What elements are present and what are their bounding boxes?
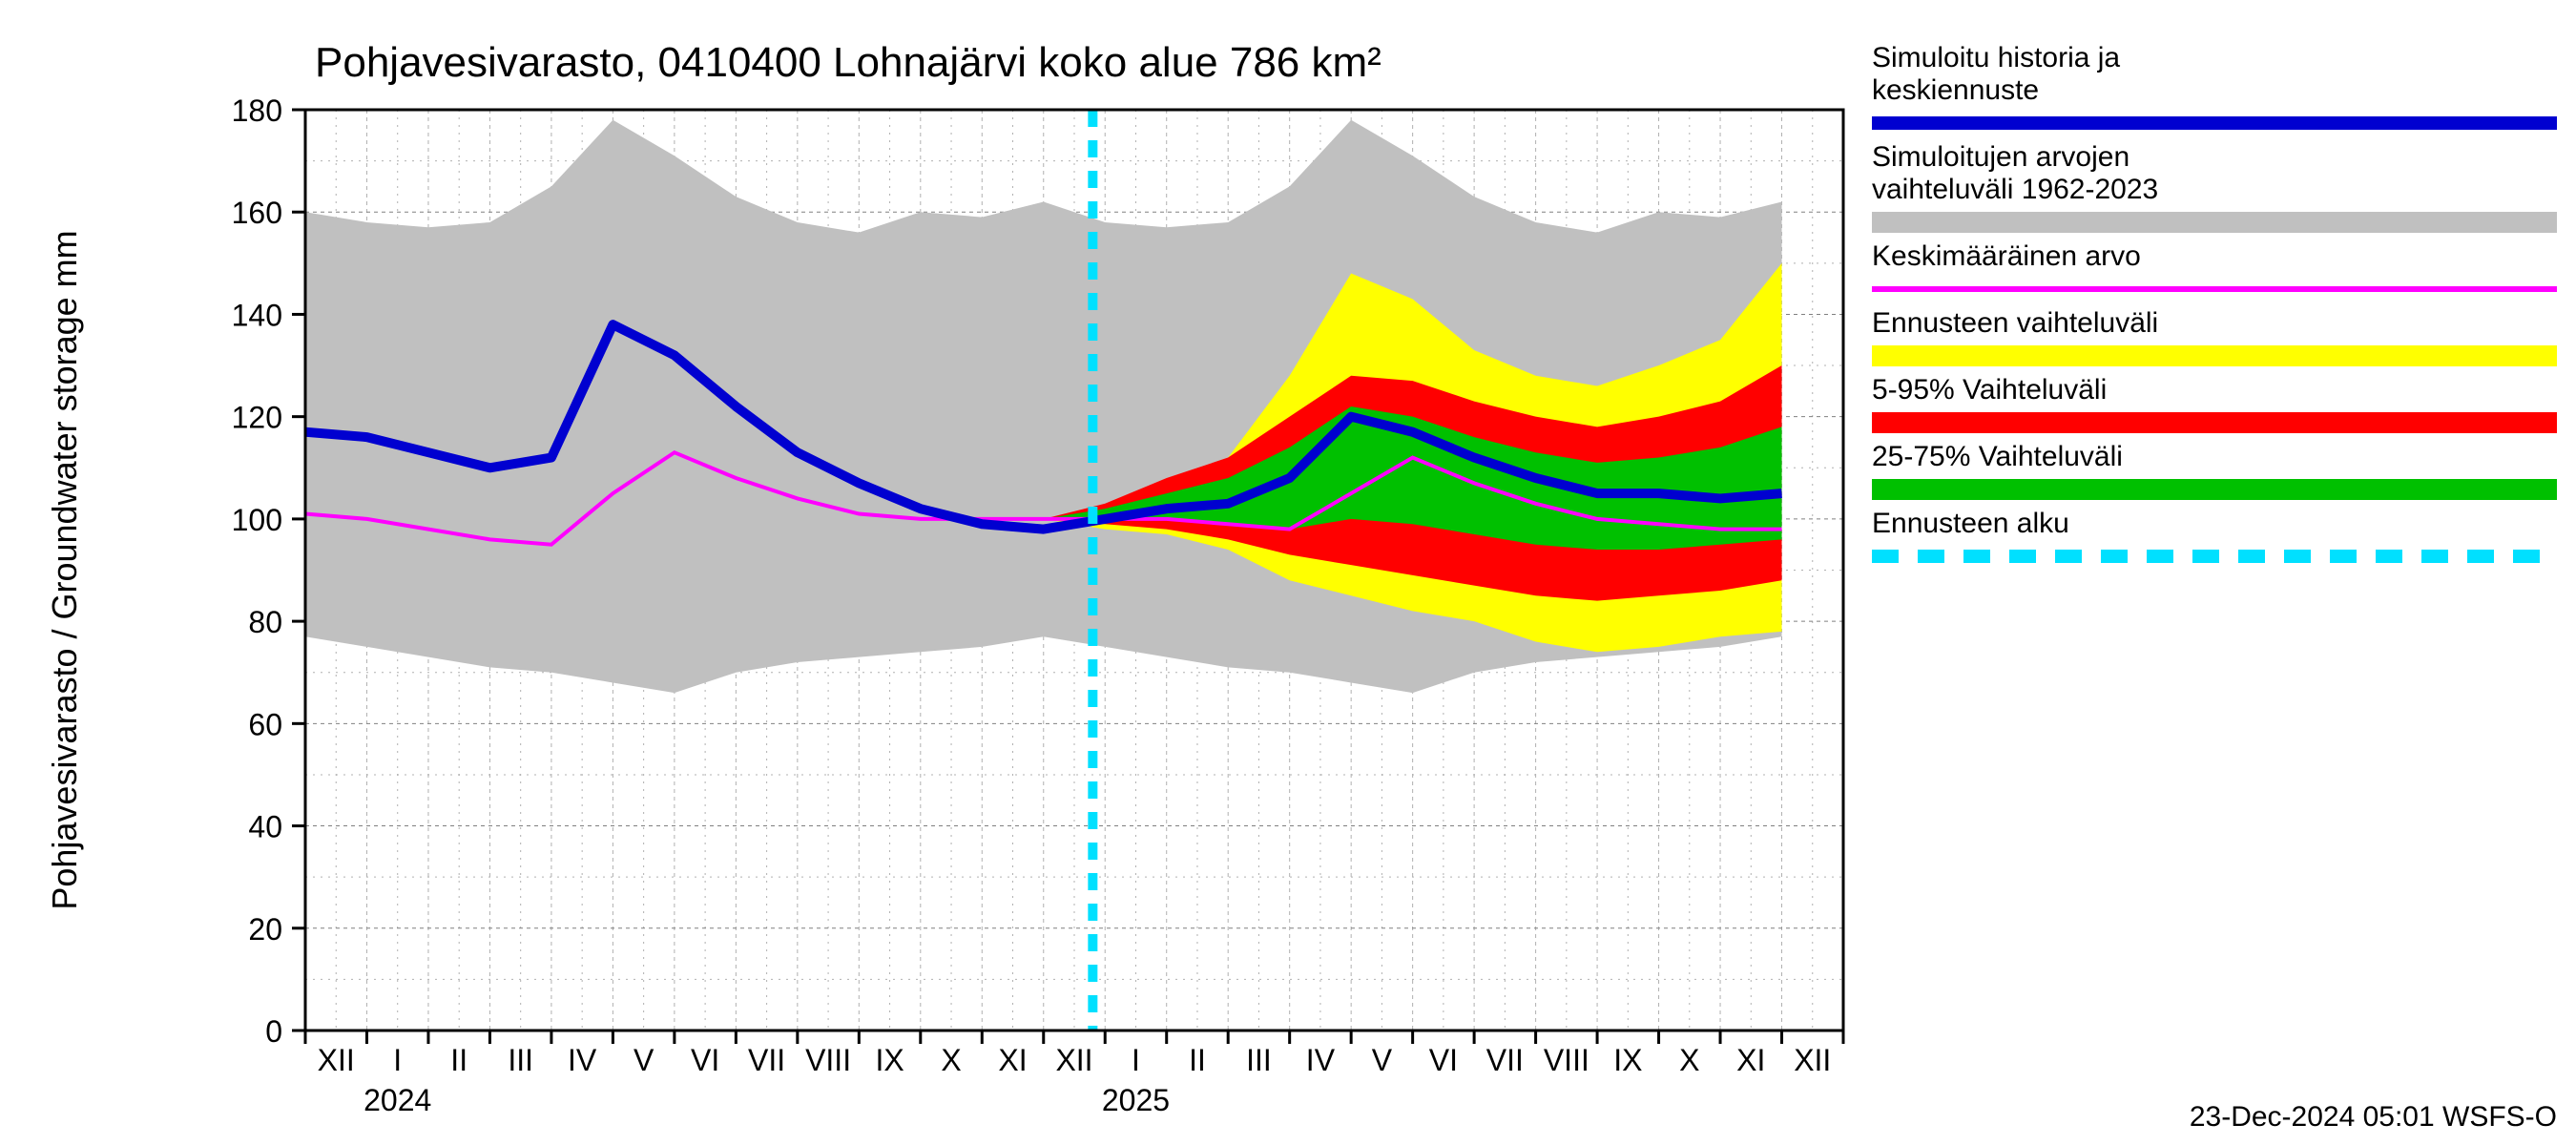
legend-swatch bbox=[1872, 412, 2557, 433]
bands bbox=[305, 120, 1782, 693]
chart-title: Pohjavesivarasto, 0410400 Lohnajärvi kok… bbox=[315, 39, 1381, 86]
y-tick-label: 160 bbox=[232, 196, 282, 230]
legend-label: keskiennuste bbox=[1872, 74, 2039, 106]
legend-label: Simuloitujen arvojen bbox=[1872, 141, 2129, 173]
x-month-label: V bbox=[1372, 1043, 1393, 1077]
x-month-label: XI bbox=[1736, 1043, 1765, 1077]
y-tick-label: 80 bbox=[248, 605, 282, 639]
x-month-label: III bbox=[508, 1043, 533, 1077]
x-month-label: VI bbox=[1429, 1043, 1458, 1077]
x-month-label: I bbox=[1132, 1043, 1140, 1077]
x-month-label: I bbox=[393, 1043, 402, 1077]
x-month-label: XII bbox=[1055, 1043, 1092, 1077]
x-month-label: V bbox=[634, 1043, 654, 1077]
x-month-label: IV bbox=[568, 1043, 597, 1077]
chart-footer: 23-Dec-2024 05:01 WSFS-O bbox=[2190, 1101, 2557, 1133]
y-tick-label: 140 bbox=[232, 298, 282, 332]
x-month-label: VI bbox=[691, 1043, 719, 1077]
x-month-label: IV bbox=[1306, 1043, 1336, 1077]
x-month-label: X bbox=[941, 1043, 961, 1077]
x-month-label: IX bbox=[1613, 1043, 1642, 1077]
legend-swatch bbox=[1872, 479, 2557, 500]
x-year-label: 2025 bbox=[1102, 1083, 1170, 1117]
x-month-label: VIII bbox=[1544, 1043, 1589, 1077]
x-month-label: XI bbox=[998, 1043, 1027, 1077]
x-month-label: X bbox=[1679, 1043, 1699, 1077]
legend-swatch bbox=[1872, 212, 2557, 233]
x-month-label: II bbox=[450, 1043, 467, 1077]
x-month-label: XII bbox=[318, 1043, 355, 1077]
legend-label: 5-95% Vaihteluväli bbox=[1872, 374, 2107, 406]
groundwater-chart: 020406080100120140160180XIIIIIIIIIVVVIVI… bbox=[0, 0, 2576, 1145]
legend-label: Ennusteen vaihteluväli bbox=[1872, 307, 2158, 339]
x-month-label: VII bbox=[748, 1043, 785, 1077]
legend-label: 25-75% Vaihteluväli bbox=[1872, 441, 2123, 472]
legend-label: vaihteluväli 1962-2023 bbox=[1872, 174, 2158, 205]
y-tick-label: 40 bbox=[248, 810, 282, 844]
chart-container: 020406080100120140160180XIIIIIIIIIVVVIVI… bbox=[0, 0, 2576, 1145]
y-tick-label: 120 bbox=[232, 401, 282, 435]
legend-label: Keskimääräinen arvo bbox=[1872, 240, 2141, 272]
y-tick-label: 60 bbox=[248, 707, 282, 741]
y-tick-label: 180 bbox=[232, 94, 282, 128]
y-axis-label: Pohjavesivarasto / Groundwater storage m… bbox=[45, 230, 84, 909]
y-tick-label: 100 bbox=[232, 503, 282, 537]
y-tick-label: 20 bbox=[248, 912, 282, 947]
x-month-label: VII bbox=[1486, 1043, 1524, 1077]
x-month-label: IX bbox=[875, 1043, 904, 1077]
x-year-label: 2024 bbox=[364, 1083, 431, 1117]
legend: Simuloitu historia jakeskiennuste Simuloi… bbox=[1872, 42, 2557, 556]
legend-label: Ennusteen alku bbox=[1872, 508, 2069, 539]
x-month-label: II bbox=[1189, 1043, 1206, 1077]
y-tick-label: 0 bbox=[265, 1014, 282, 1049]
x-month-label: III bbox=[1246, 1043, 1272, 1077]
legend-label: Simuloitu historia ja bbox=[1872, 42, 2120, 73]
x-month-label: VIII bbox=[805, 1043, 851, 1077]
legend-swatch bbox=[1872, 345, 2557, 366]
x-month-label: XII bbox=[1794, 1043, 1831, 1077]
